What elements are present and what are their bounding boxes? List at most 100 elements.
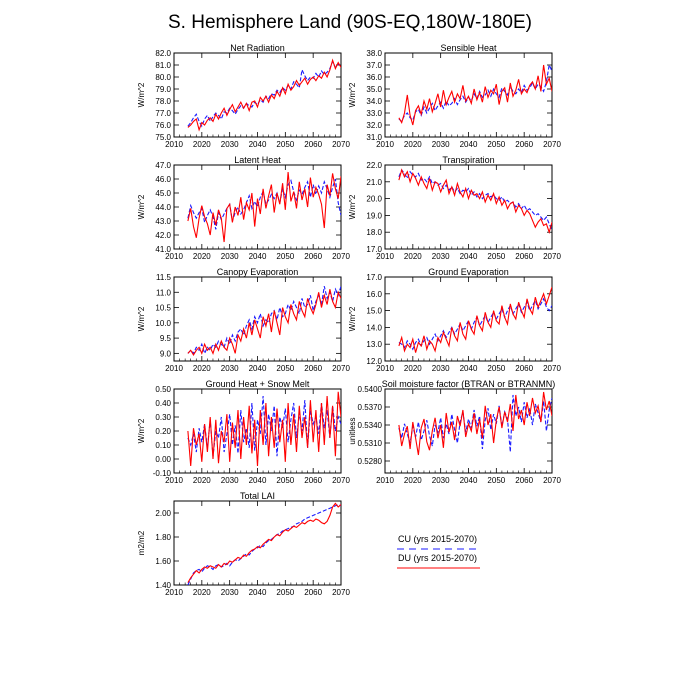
y-tick-label: 12.0: [366, 357, 382, 366]
x-tick-label: 2040: [460, 476, 478, 485]
panel-5: Ground Evaporation 2010 2020 2030 2040 2050 20…: [348, 267, 561, 373]
panel-title: Ground Evaporation: [428, 267, 509, 277]
y-tick-label: 34.0: [366, 97, 382, 106]
y-tick-label: 42.0: [155, 231, 171, 240]
y-axis-label: m2/m2: [137, 530, 146, 555]
x-tick-label: 2030: [221, 140, 239, 149]
x-tick-label: 2010: [165, 588, 183, 597]
series-line-du: [187, 502, 341, 583]
panel-2: Latent Heat 2010 2020 2030 2040 2050 2060 2070 4…: [137, 155, 350, 261]
x-tick-label: 2010: [165, 364, 183, 373]
x-tick-label: 2020: [193, 364, 211, 373]
y-tick-label: 17.0: [366, 273, 382, 282]
plot-frame: [173, 52, 342, 138]
x-tick-label: 2020: [404, 476, 422, 485]
y-tick-label: 1.80: [155, 533, 171, 542]
y-tick-label: 81.0: [155, 61, 171, 70]
x-tick-label: 2060: [515, 476, 533, 485]
y-tick-label: 36.0: [366, 73, 382, 82]
y-tick-label: 0.20: [155, 427, 171, 436]
y-tick-label: 1.60: [155, 557, 171, 566]
y-tick-label: 0.50: [155, 385, 171, 394]
series-line-du: [187, 171, 341, 243]
y-tick-label: 46.0: [155, 175, 171, 184]
y-tick-label: 43.0: [155, 217, 171, 226]
panel-title: Ground Heat + Snow Melt: [206, 379, 310, 389]
series-line-du: [187, 58, 341, 132]
y-tick-label: 41.0: [155, 245, 171, 254]
y-tick-label: 15.0: [366, 307, 382, 316]
y-tick-label: 82.0: [155, 49, 171, 58]
x-tick-label: 2070: [332, 588, 350, 597]
y-axis-label: W/m^2: [348, 306, 357, 331]
plot-frame: [173, 164, 342, 250]
legend-label-cu: CU (yrs 2015-2070): [398, 534, 477, 544]
x-tick-label: 2050: [276, 140, 294, 149]
series-line-cu: [398, 394, 552, 453]
y-tick-label: 14.0: [366, 323, 382, 332]
panel-title: Total LAI: [240, 491, 275, 501]
y-tick-label: 19.0: [366, 211, 382, 220]
x-tick-label: 2070: [332, 140, 350, 149]
y-tick-label: 44.0: [155, 203, 171, 212]
y-tick-label: 22.0: [366, 161, 382, 170]
x-tick-label: 2050: [276, 364, 294, 373]
x-tick-label: 2050: [276, 252, 294, 261]
panel-3: Transpiration 2010 2020 2030 2040 2050 2060 207…: [348, 155, 561, 261]
x-tick-label: 2010: [165, 252, 183, 261]
y-tick-label: 0.30: [155, 413, 171, 422]
series-line-cu: [187, 504, 341, 585]
legend: CU (yrs 2015-2070) DU (yrs 2015-2070): [397, 534, 480, 569]
x-tick-label: 2050: [487, 476, 505, 485]
y-axis-label: W/m^2: [137, 418, 146, 443]
x-tick-label: 2040: [249, 588, 267, 597]
y-tick-label: 79.0: [155, 85, 171, 94]
figure-title: S. Hemisphere Land (90S-EQ,180W-180E): [168, 12, 532, 33]
x-tick-label: 2060: [304, 252, 322, 261]
y-tick-label: 13.0: [366, 340, 382, 349]
x-tick-label: 2040: [249, 252, 267, 261]
x-tick-label: 2020: [404, 140, 422, 149]
y-axis-label: W/m^2: [137, 194, 146, 219]
x-tick-label: 2030: [221, 364, 239, 373]
x-tick-label: 2070: [332, 252, 350, 261]
series-line-du: [398, 286, 552, 353]
y-tick-label: 0.00: [155, 455, 171, 464]
plot-frame: [384, 388, 553, 474]
y-tick-label: 0.5310: [358, 439, 383, 448]
y-tick-label: 45.0: [155, 189, 171, 198]
legend-label-du: DU (yrs 2015-2070): [398, 553, 477, 563]
y-tick-label: 31.0: [366, 133, 382, 142]
x-tick-label: 2040: [460, 364, 478, 373]
plot-frame: [384, 164, 553, 250]
y-axis-label: W/m^2: [348, 82, 357, 107]
panel-title: Soil moisture factor (BTRAN or BTRANMN): [382, 379, 556, 389]
y-tick-label: 11.5: [156, 273, 172, 282]
plot-frame: [384, 52, 553, 138]
x-tick-label: 2070: [543, 364, 561, 373]
y-tick-label: 0.40: [155, 399, 171, 408]
panel-title: Latent Heat: [234, 155, 281, 165]
y-axis-label: W/m^2: [137, 306, 146, 331]
x-tick-label: 2010: [165, 476, 183, 485]
series-line-du: [398, 64, 552, 126]
panel-title: Transpiration: [442, 155, 494, 165]
x-tick-label: 2010: [376, 476, 394, 485]
x-tick-label: 2070: [543, 140, 561, 149]
x-tick-label: 2060: [304, 588, 322, 597]
series-line-du: [398, 168, 552, 235]
x-tick-label: 2020: [193, 476, 211, 485]
x-tick-label: 2030: [432, 252, 450, 261]
y-tick-label: 10.0: [155, 319, 171, 328]
x-tick-label: 2050: [276, 476, 294, 485]
x-tick-label: 2050: [276, 588, 294, 597]
x-tick-label: 2060: [515, 252, 533, 261]
y-tick-label: 11.0: [156, 288, 172, 297]
panel-7: Soil moisture factor (BTRAN or BTRANMN) 2…: [348, 379, 561, 485]
x-tick-label: 2030: [432, 140, 450, 149]
series-line-cu: [187, 59, 341, 128]
x-tick-label: 2050: [487, 364, 505, 373]
x-tick-label: 2060: [515, 140, 533, 149]
y-tick-label: 37.0: [366, 61, 382, 70]
